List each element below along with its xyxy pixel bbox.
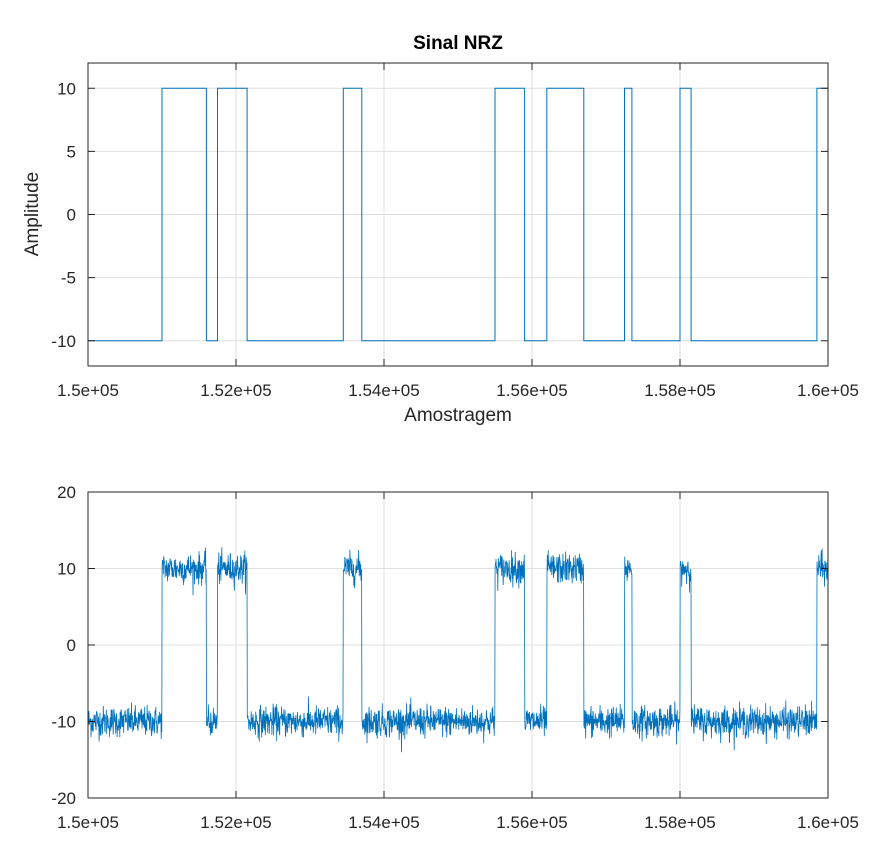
top-y-tick-label: -5 [61, 269, 76, 288]
top-chart-title: Sinal NRZ [413, 33, 503, 54]
top-y-tick-label: 5 [67, 142, 76, 161]
top-x-tick-label: 1.5e+05 [57, 381, 119, 400]
bottom-y-tick-label: 10 [57, 560, 76, 579]
top-y-tick-label: -10 [51, 332, 76, 351]
bottom-plot-area [87, 547, 829, 753]
top-y-tick-label: 0 [67, 206, 76, 225]
bottom-x-tick-label: 1.54e+05 [348, 813, 419, 832]
bottom-subplot: 1.5e+05 1.52e+05 1.54e+05 1.56e+05 1.58e+05 1… [51, 483, 859, 832]
bottom-x-tick-label: 1.58e+05 [644, 813, 715, 832]
bottom-x-tick-label: 1.56e+05 [496, 813, 567, 832]
top-x-tick-label: 1.56e+05 [496, 381, 567, 400]
bottom-y-tick-label: 0 [67, 636, 76, 655]
top-x-tick-label: 1.52e+05 [200, 381, 271, 400]
bottom-y-tick-label: -10 [51, 713, 76, 732]
bottom-y-tick-label: -20 [51, 789, 76, 808]
top-ticks: 1.5e+05 1.52e+05 1.54e+05 1.56e+05 1.58e+05 1… [51, 63, 859, 400]
bottom-x-tick-label: 1.6e+05 [797, 813, 859, 832]
top-series-line [88, 87, 828, 342]
bottom-y-tick-label: 20 [57, 483, 76, 502]
bottom-series-noisy-line [87, 547, 829, 753]
bottom-ticks: 1.5e+05 1.52e+05 1.54e+05 1.56e+05 1.58e+05 1… [51, 483, 859, 832]
top-plot-area [88, 87, 828, 342]
top-subplot: 1.5e+05 1.52e+05 1.54e+05 1.56e+05 1.58e+05 1… [22, 33, 859, 426]
top-y-tick-label: 10 [57, 79, 76, 98]
top-x-tick-label: 1.58e+05 [644, 381, 715, 400]
top-x-tick-label: 1.6e+05 [797, 381, 859, 400]
bottom-x-tick-label: 1.5e+05 [57, 813, 119, 832]
top-y-axis-label: Amplitude [22, 172, 43, 257]
bottom-x-tick-label: 1.52e+05 [200, 813, 271, 832]
top-x-axis-label: Amostragem [404, 405, 512, 426]
top-x-tick-label: 1.54e+05 [348, 381, 419, 400]
